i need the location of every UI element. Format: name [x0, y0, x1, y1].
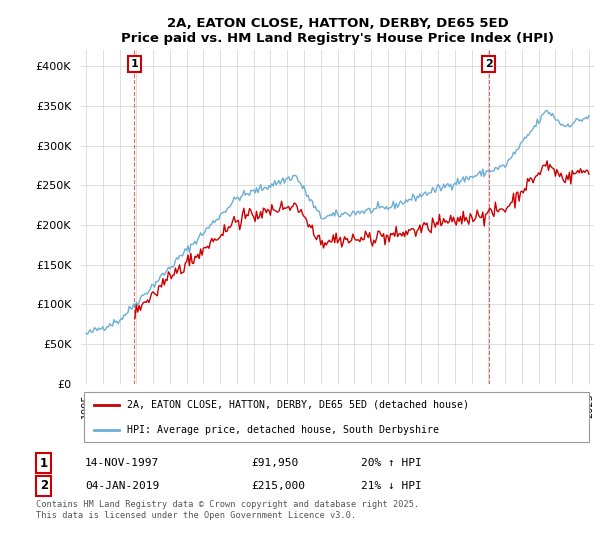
Text: 21% ↓ HPI: 21% ↓ HPI	[361, 481, 422, 491]
Text: 2: 2	[485, 59, 493, 69]
Text: HPI: Average price, detached house, South Derbyshire: HPI: Average price, detached house, Sout…	[127, 424, 439, 435]
Text: £215,000: £215,000	[251, 481, 305, 491]
Text: 2A, EATON CLOSE, HATTON, DERBY, DE65 5ED (detached house): 2A, EATON CLOSE, HATTON, DERBY, DE65 5ED…	[127, 400, 469, 410]
Text: 2: 2	[40, 479, 48, 492]
Text: Contains HM Land Registry data © Crown copyright and database right 2025.
This d: Contains HM Land Registry data © Crown c…	[35, 501, 419, 520]
Text: 04-JAN-2019: 04-JAN-2019	[85, 481, 160, 491]
Text: 1: 1	[130, 59, 138, 69]
FancyBboxPatch shape	[83, 392, 589, 442]
Text: £91,950: £91,950	[251, 458, 298, 468]
Text: 1: 1	[40, 456, 48, 470]
Text: 20% ↑ HPI: 20% ↑ HPI	[361, 458, 422, 468]
Title: 2A, EATON CLOSE, HATTON, DERBY, DE65 5ED
Price paid vs. HM Land Registry's House: 2A, EATON CLOSE, HATTON, DERBY, DE65 5ED…	[121, 17, 554, 45]
Text: 14-NOV-1997: 14-NOV-1997	[85, 458, 160, 468]
